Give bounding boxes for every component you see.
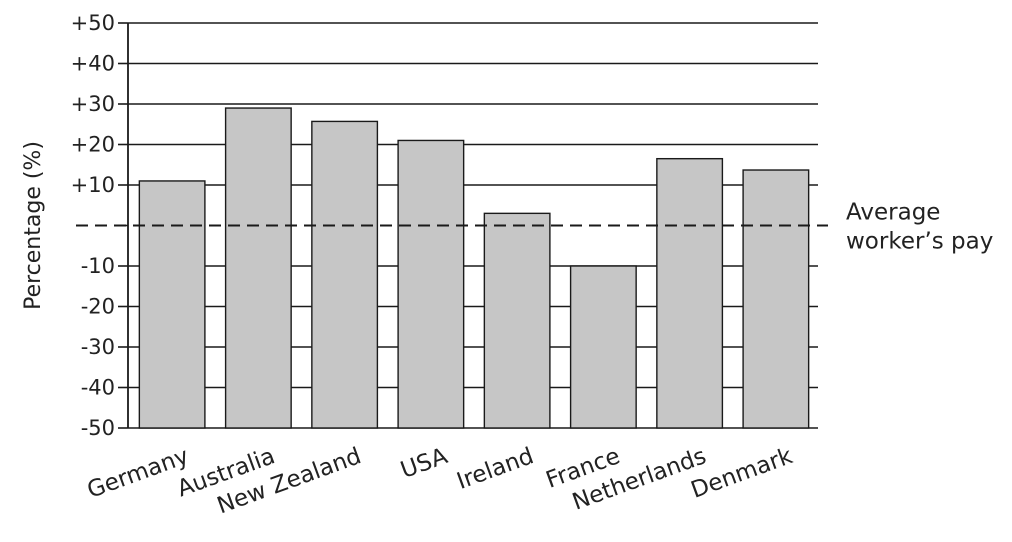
bar-australia xyxy=(224,107,292,429)
category-label: Germany xyxy=(84,443,192,504)
y-axis xyxy=(118,22,129,429)
bars xyxy=(138,107,810,429)
y-tick-label: +20 xyxy=(71,133,115,157)
category-label: Ireland xyxy=(454,443,538,495)
y-tick-label: -40 xyxy=(81,376,115,400)
y-tick-label: -50 xyxy=(81,416,115,440)
reference-line-label-line-1: Average xyxy=(846,200,940,226)
y-tick-label: +40 xyxy=(71,52,115,76)
bar-usa xyxy=(397,139,465,429)
reference-line-label-line-2: worker’s pay xyxy=(846,229,993,255)
category-label: USA xyxy=(397,443,451,484)
reference-line-group: Average worker’s pay xyxy=(76,200,993,255)
y-tick-label: -10 xyxy=(81,254,115,278)
bar-netherlands xyxy=(656,157,724,429)
bar-new-zealand xyxy=(311,120,379,429)
bar-germany xyxy=(138,180,206,429)
y-tick-label: +30 xyxy=(71,92,115,116)
category-label: Denmark xyxy=(688,443,797,504)
bar-denmark xyxy=(742,169,810,429)
bar-france xyxy=(569,265,637,429)
bar-ireland xyxy=(483,212,551,429)
y-tick-labels: +50 +40 +30 +20 +10 -10 -20 -30 -40 -50 xyxy=(71,11,115,440)
y-tick-label: -20 xyxy=(81,295,115,319)
y-tick-label: +10 xyxy=(71,173,115,197)
y-axis-label: Percentage (%) xyxy=(21,141,46,310)
y-tick-label: +50 xyxy=(71,11,115,35)
y-tick-label: -30 xyxy=(81,335,115,359)
